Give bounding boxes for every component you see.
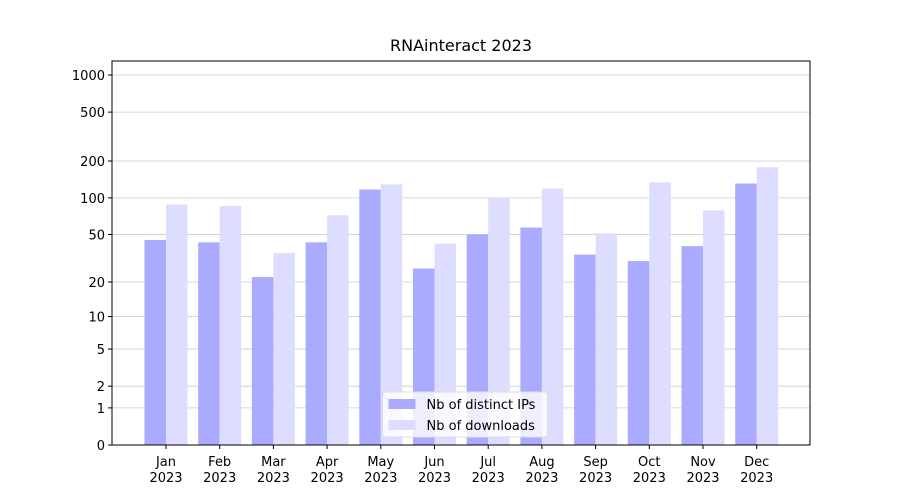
y-tick-label: 100 [80, 192, 105, 207]
y-tick-label: 1 [97, 402, 105, 417]
bar [735, 183, 757, 446]
bar [520, 227, 542, 445]
bar [166, 204, 188, 445]
bar [756, 167, 779, 446]
bar [305, 242, 328, 445]
y-tick-label: 200 [80, 155, 105, 170]
bar [627, 261, 650, 445]
bar [703, 210, 725, 445]
bar [251, 277, 274, 445]
bar [198, 242, 220, 445]
y-tick-label: 500 [80, 106, 105, 121]
legend-label: Nb of downloads [427, 419, 536, 434]
bar [488, 198, 510, 445]
legend-box [382, 391, 548, 438]
y-tick-label: 2 [97, 380, 105, 395]
x-tick-label: Apr 2023 [311, 455, 344, 486]
y-tick-label: 1000 [72, 69, 105, 84]
bar [380, 184, 403, 445]
bar [595, 233, 618, 445]
legend-swatch [388, 420, 416, 430]
legend-label: Nb of distinct IPs [427, 398, 536, 413]
bar [219, 205, 242, 445]
bar [541, 188, 564, 445]
x-tick-label: Dec 2023 [740, 455, 773, 486]
bar [144, 239, 166, 445]
x-tick-label: May 2023 [364, 455, 397, 486]
bar [273, 253, 295, 445]
bar [359, 189, 381, 445]
chart-title: RNAinteract 2023 [390, 36, 532, 55]
x-tick-label: Sep 2023 [579, 455, 612, 486]
y-tick-label: 0 [97, 439, 105, 454]
y-tick-label: 10 [88, 311, 105, 326]
x-tick-label: Mar 2023 [257, 455, 290, 486]
x-tick-label: Jul 2023 [472, 455, 505, 486]
x-tick-label: Jun 2023 [418, 455, 451, 486]
plot-frame [111, 60, 811, 446]
bar [649, 182, 671, 445]
y-tick-label: 20 [88, 276, 105, 291]
x-tick-label: Oct 2023 [633, 455, 666, 486]
x-tick-label: Jan 2023 [149, 455, 182, 486]
x-tick-label: Feb 2023 [203, 455, 236, 486]
bar [327, 215, 349, 445]
y-tick-label: 50 [88, 228, 105, 243]
y-tick-label: 5 [97, 343, 105, 358]
x-tick-label: Nov 2023 [686, 455, 719, 486]
bar [681, 246, 703, 445]
legend-swatch [388, 399, 416, 409]
x-tick-label: Aug 2023 [525, 455, 558, 486]
bar [574, 254, 596, 445]
